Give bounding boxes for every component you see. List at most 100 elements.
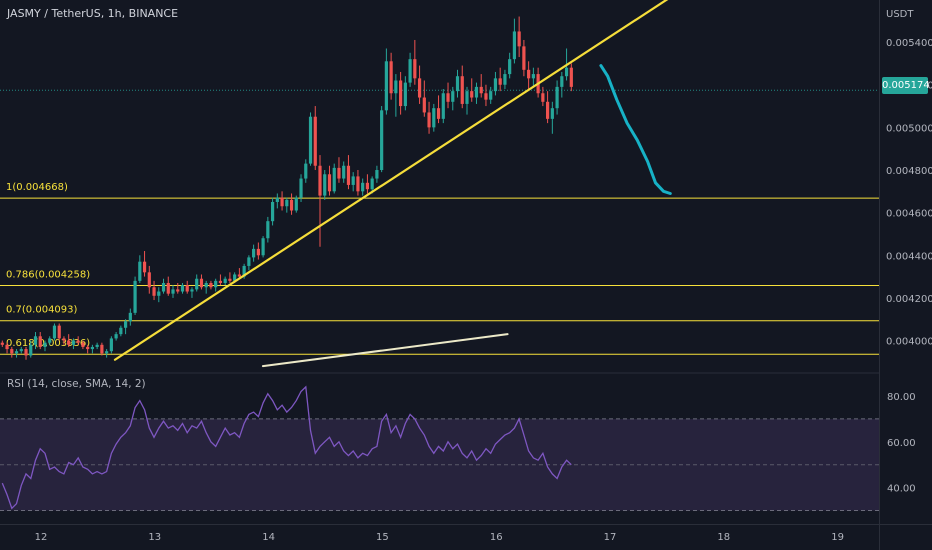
rsi-line — [1, 385, 572, 510]
symbol-title[interactable]: JASMY / TetherUS, 1h, BINANCE — [7, 7, 179, 20]
candle-body — [399, 80, 403, 107]
price-axis-currency: USDT — [886, 9, 914, 20]
rsi-axis-tick: 40.00 — [887, 484, 916, 495]
candle-body — [508, 59, 512, 75]
candle-body — [479, 86, 483, 94]
candle-body — [105, 351, 109, 354]
trendline-secondary — [261, 333, 509, 368]
price-axis-tick: 0.004800 — [886, 166, 932, 177]
price-axis-tick: 0.004600 — [886, 209, 932, 220]
fib-level-label: 0.786(0.004258) — [6, 270, 90, 281]
candle-body — [256, 248, 260, 256]
candle-body — [71, 340, 76, 345]
candle-body — [318, 165, 322, 196]
rsi-indicator-title[interactable]: RSI (14, close, SMA, 14, 2) — [7, 378, 146, 390]
candle-body — [180, 285, 185, 292]
candle-body — [190, 289, 194, 292]
candle-body — [109, 338, 113, 352]
candle-body — [171, 289, 175, 294]
candle-body — [403, 82, 407, 107]
candle-body — [503, 74, 507, 85]
candle-body — [441, 93, 445, 119]
time-axis-tick: 16 — [490, 532, 503, 543]
candle-body — [76, 340, 80, 343]
candle-body — [261, 238, 265, 256]
candle-body — [5, 344, 9, 350]
price-axis-tick: 0.004400 — [886, 251, 932, 262]
candle-body — [512, 31, 517, 60]
candle-body — [10, 349, 14, 354]
candle-body — [57, 325, 61, 339]
price-axis-tick: 0.004200 — [886, 294, 932, 305]
candle-body — [62, 338, 66, 341]
candle-body — [294, 197, 298, 211]
candle-body — [370, 178, 374, 190]
time-axis-tick: 14 — [262, 532, 275, 543]
candle-body — [522, 46, 526, 70]
candle-body — [185, 285, 189, 292]
candle-body — [29, 344, 33, 356]
candle-body — [247, 257, 251, 266]
candle-body — [342, 165, 346, 179]
candle-body — [541, 93, 545, 102]
candle-body — [451, 91, 455, 102]
fib-level-label: 1(0.004668) — [6, 182, 68, 193]
candle-body — [332, 167, 336, 192]
candle-body — [95, 344, 99, 347]
time-axis-tick: 15 — [376, 532, 389, 543]
candle-body — [43, 342, 47, 347]
projection-path — [599, 64, 672, 195]
candle-body — [389, 61, 393, 94]
last-price-tag: 0.005174 — [882, 77, 930, 94]
candle-body — [531, 74, 535, 79]
candle-body — [119, 327, 123, 335]
candle-body — [100, 344, 104, 354]
candle-body — [86, 346, 90, 350]
candle-body — [313, 116, 317, 166]
candle-body — [133, 280, 137, 313]
candle-body — [380, 110, 384, 171]
candle-body — [555, 86, 559, 109]
candle-body — [427, 112, 431, 128]
candle-body — [138, 261, 142, 281]
candle-body — [33, 336, 38, 345]
price-axis-tick: 0.005400 — [886, 38, 932, 49]
candle-body — [147, 272, 151, 288]
candle-body — [19, 349, 23, 352]
time-axis-tick: 19 — [831, 532, 844, 543]
candle-body — [252, 248, 256, 258]
candle-body — [233, 274, 237, 281]
candle-body — [465, 91, 469, 104]
candle-body — [455, 76, 460, 92]
candle-body — [394, 80, 398, 94]
candle-body — [204, 282, 208, 288]
candle-body — [484, 93, 488, 100]
candle-body — [123, 321, 128, 328]
candle-body — [81, 342, 85, 347]
candle-body — [199, 278, 204, 288]
fib-levels: 1(0.004668) 0.786(0.004258) 0.7(0.004093) 0… — [0, 89, 879, 355]
candle-body — [228, 278, 232, 281]
candle-body — [0, 342, 4, 345]
rsi-axis-tick: 60.00 — [887, 438, 916, 449]
candle-body — [545, 101, 550, 119]
candle-body — [195, 278, 199, 290]
candle-body — [323, 174, 327, 196]
candle-body — [166, 282, 170, 294]
candle-body — [422, 97, 426, 113]
trendline-support — [113, 0, 669, 361]
candle-body — [474, 86, 479, 98]
drawings — [113, 0, 672, 368]
candle-body — [176, 289, 180, 292]
candle-body — [275, 197, 279, 202]
candles — [0, 16, 573, 360]
rsi-axis-tick: 80.00 — [887, 392, 916, 403]
candle-body — [564, 67, 569, 77]
price-axis-tick: 0.005000 — [886, 123, 932, 134]
time-axis-tick: 12 — [35, 532, 48, 543]
candle-body — [157, 291, 161, 296]
candle-body — [285, 199, 289, 207]
candle-body — [351, 176, 355, 185]
candle-body — [560, 76, 564, 87]
